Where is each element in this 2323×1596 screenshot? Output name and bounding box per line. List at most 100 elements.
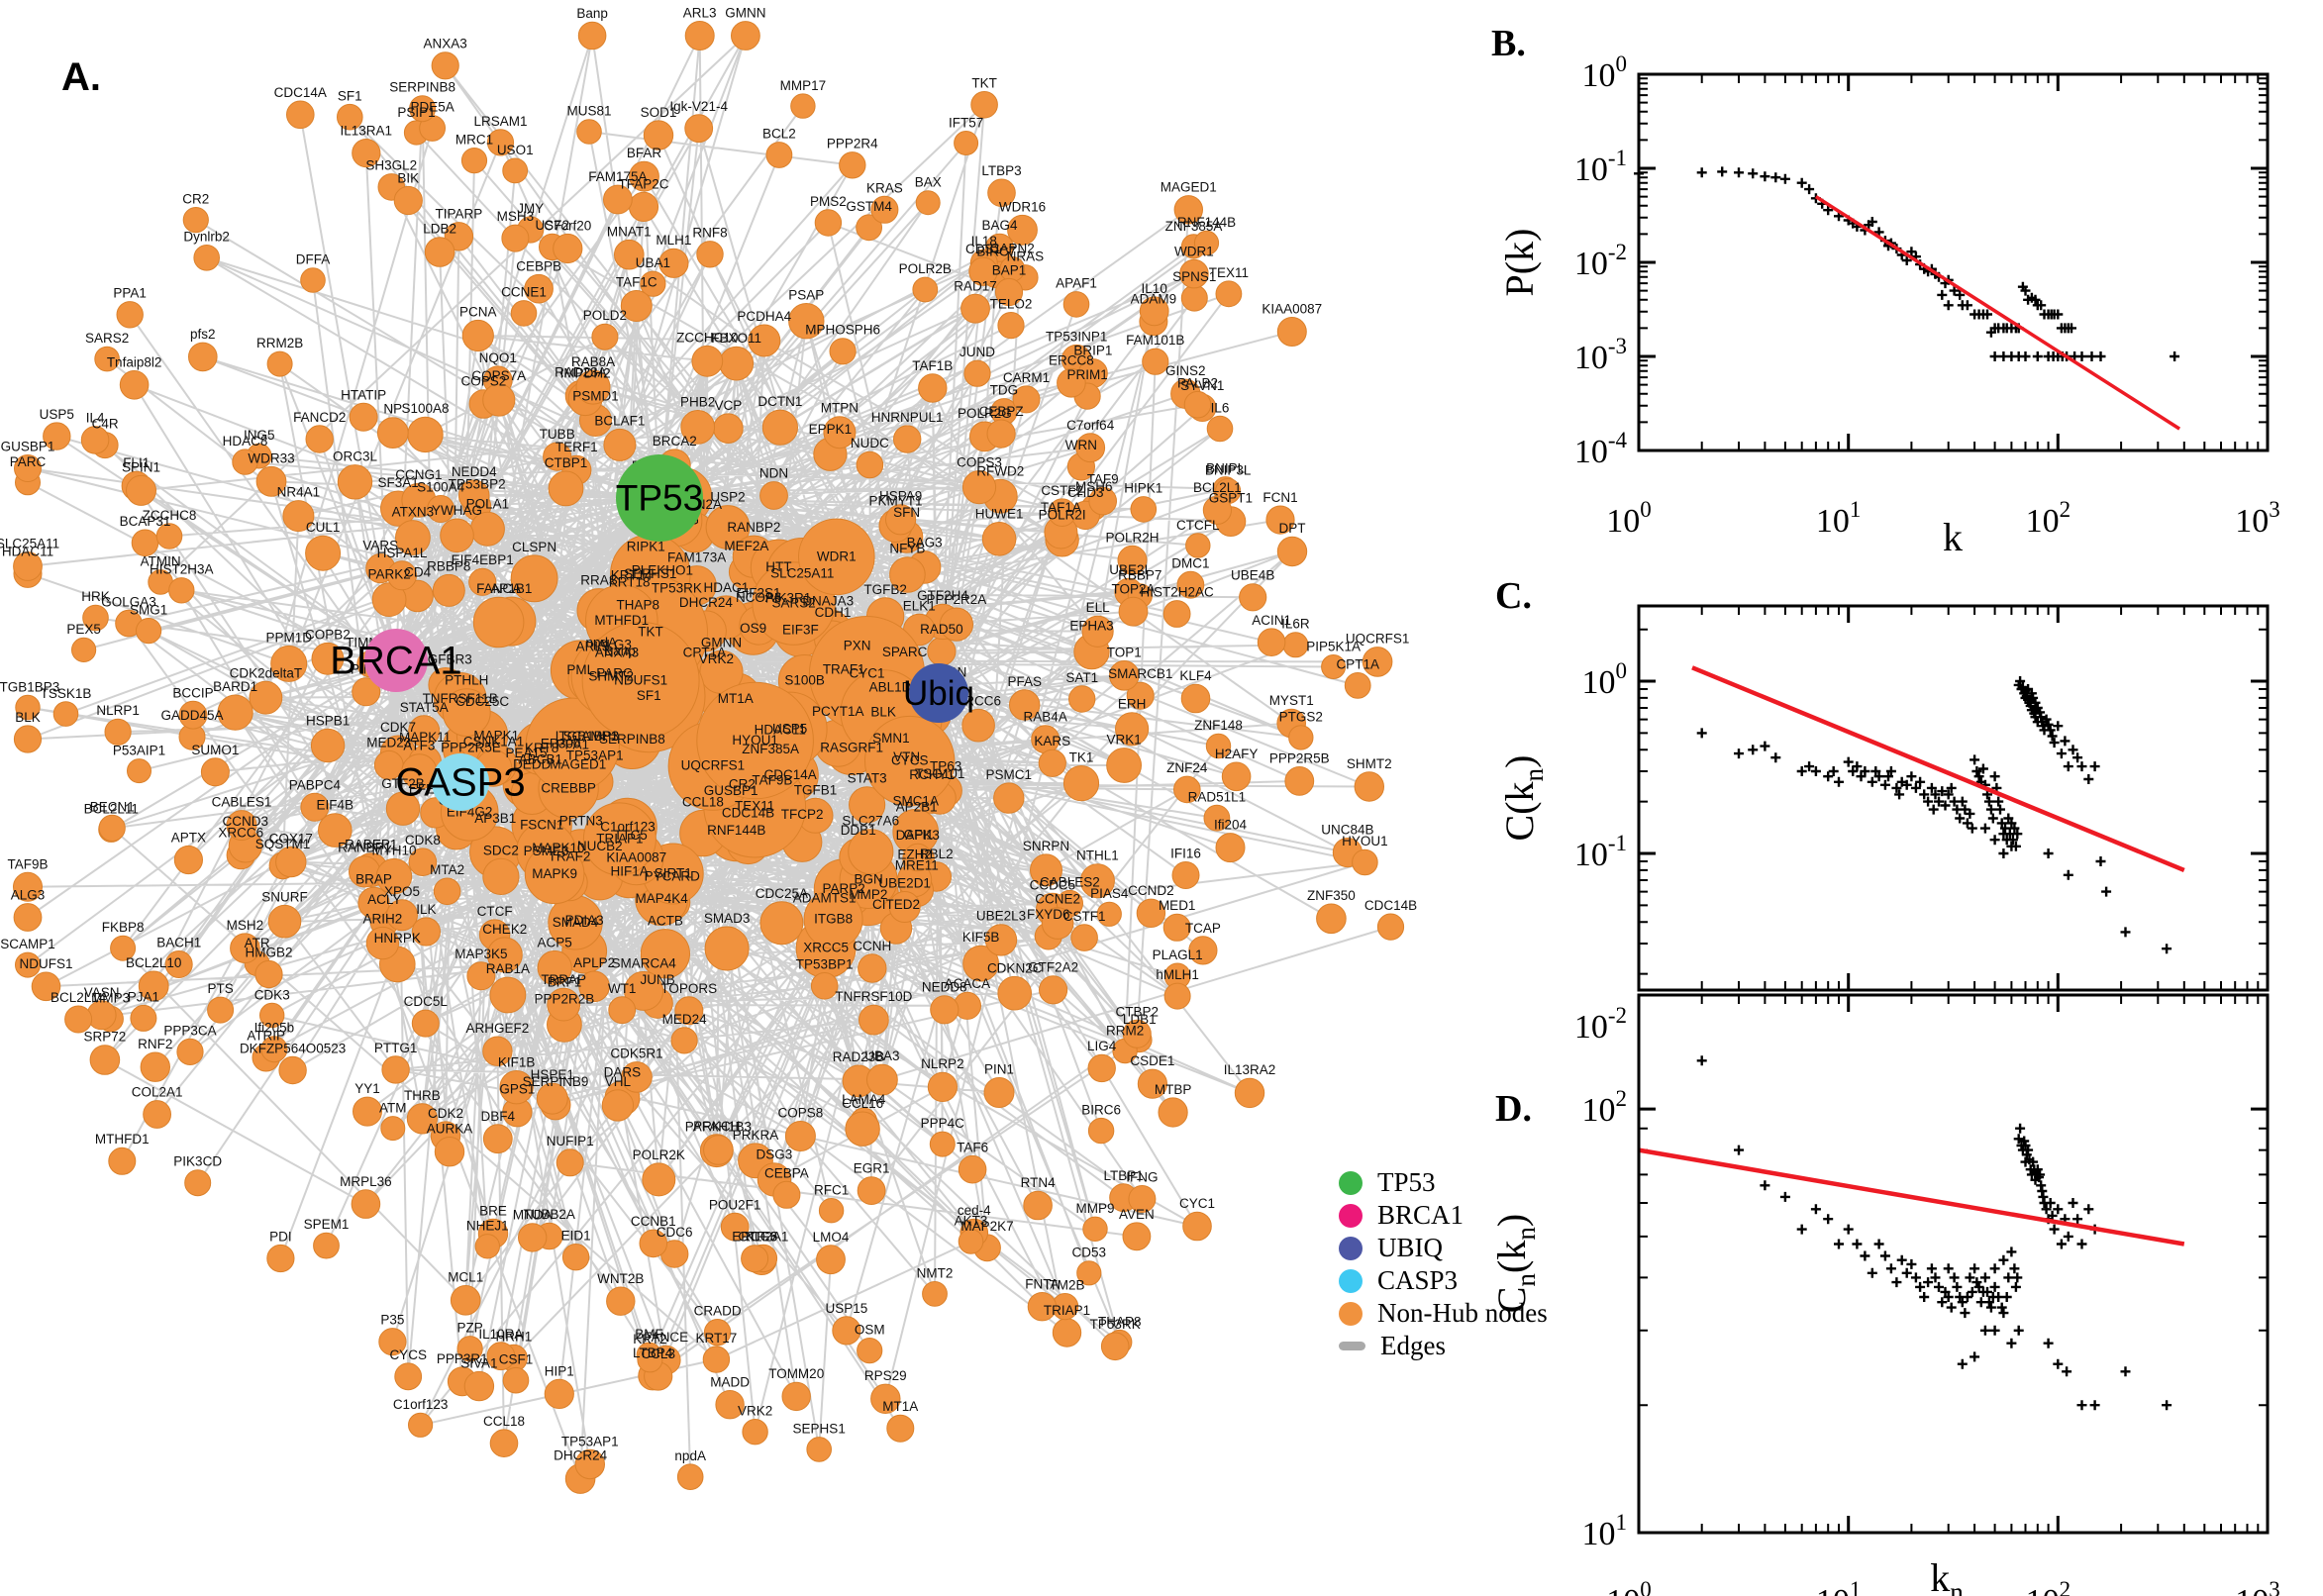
network-node-label: SPARC [882,645,928,659]
network-node-label: COPS3 [957,454,1002,469]
network-node-label: HIST2H3A [150,562,214,577]
network-node-label: WNT2B [597,1271,644,1286]
network-node-label: WT1 [608,981,637,996]
network-node [489,1429,519,1457]
network-node [691,345,724,377]
network-node-label: BRE [479,1203,507,1218]
network-node-label: PSME3 [524,844,569,858]
network-node-label: NEDD4 [452,464,497,479]
network-node [832,1316,861,1346]
network-node-label: UBE2I [1109,562,1148,577]
network-node-label: BAX [915,175,942,190]
network-node-label: COL2A1 [132,1085,183,1100]
network-node-label: npdA [586,635,618,649]
network-node-label: HNRNPUL1 [871,410,944,425]
network-node-label: MSH2 [227,918,264,933]
network-node-label: COPS2 [461,374,507,389]
network-node-label: BFAR [627,146,662,160]
network-node [127,758,152,784]
network-node-label: P35 [380,1313,404,1328]
network-node [888,891,921,923]
network-node-label: TAF6 [957,1140,988,1154]
network-node-label: SERPINB8 [389,80,455,95]
protein-interaction-network: GSTM4 POLR2G PSMD1 BIRC7 PPP2R2B MNAT1 FLI1 CDC… [0,6,1417,1494]
network-node-label: ATF3 [403,739,435,753]
network-node [1162,913,1191,942]
network-node [927,1071,959,1103]
network-node [577,21,607,50]
network-node [461,319,494,352]
network-node-label: GPS1 [499,1082,535,1097]
network-node-label: PTHLH [445,673,488,688]
network-node [927,637,957,666]
network-node-label: BRF1 [548,975,582,990]
network-node-label: ING5 [244,428,275,443]
network-node [816,1245,846,1275]
network-node-label: AVEN [1119,1207,1155,1222]
network-node-label: DSG3 [757,1147,793,1162]
network-node-label: SMARCA4 [611,955,676,970]
tick-label: 100 [1606,1577,1652,1596]
network-node-label: POLR2I [1039,508,1086,523]
network-node [482,857,520,896]
network-node [790,93,816,119]
network-node [696,681,814,800]
network-node-label: MAGED1 [1161,180,1217,195]
tick-label: 100 [1606,497,1652,540]
network-node [188,342,218,372]
network-node-label: RTN4 [1021,1175,1057,1190]
network-node-label: TRAF1 [823,661,865,676]
network-node-label: KRAS [866,180,903,195]
network-node-label: KARS [1034,734,1070,748]
network-node [440,518,474,553]
network-node-label: TRAF2 [549,848,591,863]
network-node [104,718,132,746]
legend-swatch-tp53-dot [1339,1170,1363,1195]
network-node-label: UBE4B [1231,568,1274,583]
network-node-label: CTCFL [1176,518,1220,533]
network-node [1109,660,1140,691]
network-node [930,995,960,1025]
network-node-label: CDKN2C [987,960,1043,975]
network-node-label: SMN1 [872,731,910,746]
panel-c-label: C. [1495,575,1532,617]
network-node [482,1036,513,1066]
network-node [1321,654,1347,679]
network-node-label: DNAJA3 [802,594,854,609]
network-node [1344,672,1371,699]
network-node-label: PTS [207,981,233,996]
network-node [961,708,995,743]
network-node [1376,913,1405,941]
network-node-label: ACTB [648,914,683,929]
network-node [603,428,637,461]
network-node [1027,1292,1058,1322]
network-node-label: YWHAG [432,503,482,518]
network-node-label: CDK3 [254,987,290,1002]
network-node [1215,280,1243,308]
network-node [918,373,948,403]
network-node-label: RRM2B [256,336,303,350]
network-node [463,1370,495,1402]
network-panel: GSTM4 POLR2G PSMD1 BIRC7 PPP2R2B MNAT1 FLI1 CDC… [0,6,1417,1494]
network-node [266,1244,295,1273]
network-node [544,1378,574,1410]
network-node-label: PPP2R2B [535,992,595,1007]
network-node [375,857,413,895]
network-node-label: SYVN1 [1180,378,1224,393]
network-node-label: CDK5R1 [610,1047,662,1061]
network-node-label: CSF1 [499,1351,534,1366]
legend-item-casp3: CASP3 [1339,1264,1636,1297]
network-node-label: PDI [269,1229,292,1244]
network-node [637,1347,663,1373]
network-node-label: PZP [456,1321,482,1336]
legend-item-non-hub: Non-Hub nodes [1339,1297,1636,1330]
tick-label: 101 [1816,1577,1862,1596]
network-node-label: TP53RK [1090,1317,1141,1332]
tick-label: 100 [1582,51,1628,94]
network-node [524,844,585,905]
chart-d-fit-line [1638,1147,2185,1247]
network-node-label: hMLH1 [1156,967,1199,982]
network-node-label: IL10RA [478,1327,523,1342]
legend-item-tp53: TP53 [1339,1166,1636,1199]
network-node-label: SAT1 [1065,670,1098,685]
